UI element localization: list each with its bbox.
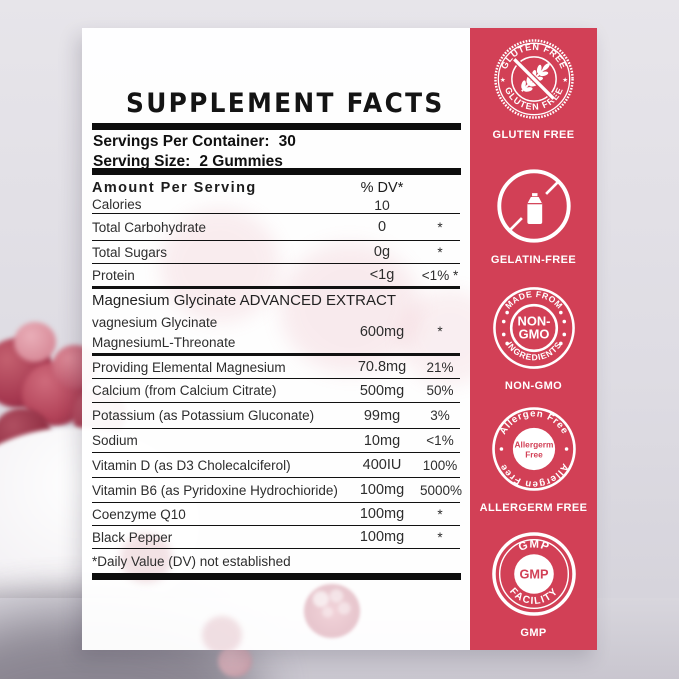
nutrient-name: Vitamin B6 (as Pyridoxine Hydrochioride): [92, 482, 338, 498]
table-header: Amount Per Serving % DV* Calories 10: [92, 175, 460, 213]
nutrient-dv: *: [437, 219, 443, 235]
badge-label: GELATIN-FREE: [490, 254, 577, 266]
badge-non-gmo: MADE FROM INGREDIENTS NON- GMO NON-GMO: [470, 285, 597, 392]
svg-text:★: ★: [499, 76, 505, 84]
nutrient-dv: 50%: [426, 383, 454, 398]
badge-allergen-free: Allergen Free Allergen Free Allergerm Fr…: [470, 405, 597, 514]
label-sheet: SUPPLEMENT FACTS Servings Per Container:…: [82, 28, 597, 650]
nutrient-amount: 400IU: [362, 457, 402, 473]
nutrient-name: Providing Elemental Magnesium: [92, 359, 286, 375]
raspberry-image: [14, 322, 56, 362]
divider-bar: [92, 168, 461, 175]
svg-text:GMO: GMO: [518, 326, 549, 341]
nutrient-name: Vitamin D (as D3 Cholecalciferol): [92, 457, 291, 473]
badge-label: ALLERGERM FREE: [479, 502, 588, 514]
nutrient-dv: <1%: [426, 433, 454, 448]
table-row: Providing Elemental Magnesium 70.8mg 21%: [92, 353, 460, 378]
svg-text:Allergerm: Allergerm: [514, 440, 553, 450]
nutrient-amount: 100mg: [359, 506, 405, 522]
nutrient-amount: 70.8mg: [357, 359, 407, 375]
table-row: Vitamin B6 (as Pyridoxine Hydrochioride)…: [92, 477, 463, 502]
divider-bar: [92, 573, 461, 580]
table-row: Potassium (as Potassium Gluconate) 99mg …: [92, 402, 460, 428]
nutrient-amount: 100mg: [359, 482, 405, 498]
table-row: Total Sugars 0g *: [92, 240, 460, 263]
badge-label: GLUTEN FREE: [492, 129, 575, 141]
nutrient-name: Coenzyme Q10: [92, 506, 186, 522]
serving-info: Servings Per Container: 30 Serving Size: 2…: [93, 133, 296, 173]
gelatin-free-crossed-carton-icon: [496, 169, 571, 243]
amount-per-serving-header: Amount Per Serving: [92, 180, 257, 196]
nutrient-amount: <1g: [369, 267, 395, 283]
calories-value: 10: [374, 197, 390, 213]
no-slash-icon: [512, 58, 555, 100]
percent-dv-header: % DV*: [360, 180, 404, 196]
svg-text:★: ★: [562, 76, 568, 84]
daily-value-footnote: *Daily Value (DV) not established: [92, 553, 291, 569]
nutrient-name: Black Pepper: [92, 529, 173, 545]
serving-size: Serving Size: 2 Gummies: [93, 153, 283, 170]
wheat-icon: [520, 63, 550, 92]
nutrient-name: Potassium (as Potassium Gluconate): [92, 408, 315, 423]
badge-gluten-free: GLUTEN FREE GLUTEN FREE ★ ★: [470, 38, 597, 141]
nutrient-amount: 0: [377, 219, 387, 235]
nutrient-amount: 600mg: [359, 323, 405, 340]
nutrient-amount: 100mg: [359, 529, 405, 545]
nutrient-dv: 5000%: [420, 482, 463, 498]
gluten-free-stamp-icon: GLUTEN FREE GLUTEN FREE ★ ★: [493, 39, 574, 119]
nutrient-dv: 100%: [422, 457, 458, 473]
table-row: Protein <1g <1% *: [92, 263, 460, 286]
nutrient-amount: 10mg: [363, 432, 401, 449]
nutrient-name: Protein: [92, 267, 135, 283]
divider-bar: [92, 123, 461, 130]
nutrient-dv: <1% *: [421, 267, 459, 283]
supplement-facts-panel: SUPPLEMENT FACTS Servings Per Container:…: [82, 28, 470, 650]
certification-band: GLUTEN FREE GLUTEN FREE ★ ★: [470, 28, 597, 650]
svg-text:Free: Free: [525, 449, 543, 459]
table-row: Calcium (from Calcium Citrate) 500mg 50%: [92, 378, 460, 402]
badge-gmp-facility: GMP FACILITY GMP GMP: [470, 530, 597, 639]
nutrient-dv: *: [437, 506, 443, 522]
nutrient-amount: 500mg: [359, 382, 405, 399]
table-row: Black Pepper 100mg *: [92, 525, 460, 548]
footnote-row: *Daily Value (DV) not established: [92, 548, 460, 573]
allergen-free-stamp-icon: Allergen Free Allergen Free Allergerm Fr…: [491, 407, 576, 491]
panel-title: SUPPLEMENT FACTS: [126, 88, 445, 119]
svg-text:GMP: GMP: [516, 538, 550, 553]
nutrient-name: Total Sugars: [92, 244, 168, 260]
section-header-row: Magnesium Glycinate ADVANCED EXTRACT: [92, 286, 460, 310]
no-slash-icon: [509, 217, 523, 231]
badge-label: NON-GMO: [504, 380, 563, 392]
nutrient-dv: 3%: [430, 408, 450, 423]
nutrient-dv: *: [437, 529, 443, 545]
non-gmo-stamp-icon: MADE FROM INGREDIENTS NON- GMO: [492, 287, 575, 369]
nutrient-dv: 21%: [426, 359, 454, 375]
badge-gelatin-free: GELATIN-FREE: [470, 167, 597, 266]
nutrient-amount: 0g: [373, 244, 391, 260]
svg-text:NON-: NON-: [517, 313, 550, 328]
table-row: Coenzyme Q10 100mg *: [92, 502, 460, 525]
nutrient-name: Calcium (from Calcium Citrate): [92, 383, 277, 398]
nutrient-dv: *: [437, 244, 443, 260]
svg-text:GMP: GMP: [519, 566, 549, 581]
svg-text:MADE FROM: MADE FROM: [503, 289, 565, 311]
facts-table: Amount Per Serving % DV* Calories 10 Tot…: [92, 175, 463, 573]
section-title: Magnesium Glycinate ADVANCED EXTRACT: [92, 292, 396, 309]
servings-per-container: Servings Per Container: 30: [93, 133, 296, 150]
raspberry-image: [218, 645, 252, 677]
table-row: Sodium 10mg <1%: [92, 428, 460, 452]
table-row: Total Carbohydrate 0 *: [92, 213, 460, 240]
badge-label: GMP: [520, 627, 547, 639]
nutrient-name: vagnesium Glycinate MagnesiumL-Threonate: [92, 314, 236, 350]
table-row-magnesium-blend: vagnesium Glycinate MagnesiumL-Threonate…: [92, 310, 460, 353]
nutrient-name: Total Carbohydrate: [92, 219, 207, 235]
table-row: Vitamin D (as D3 Cholecalciferol) 400IU …: [92, 452, 460, 477]
calories-label: Calories: [92, 197, 142, 212]
nutrient-dv: *: [437, 324, 443, 339]
gmp-facility-stamp-icon: GMP FACILITY GMP: [491, 532, 576, 616]
nutrient-name: Sodium: [92, 433, 138, 448]
nutrient-amount: 99mg: [363, 407, 401, 424]
